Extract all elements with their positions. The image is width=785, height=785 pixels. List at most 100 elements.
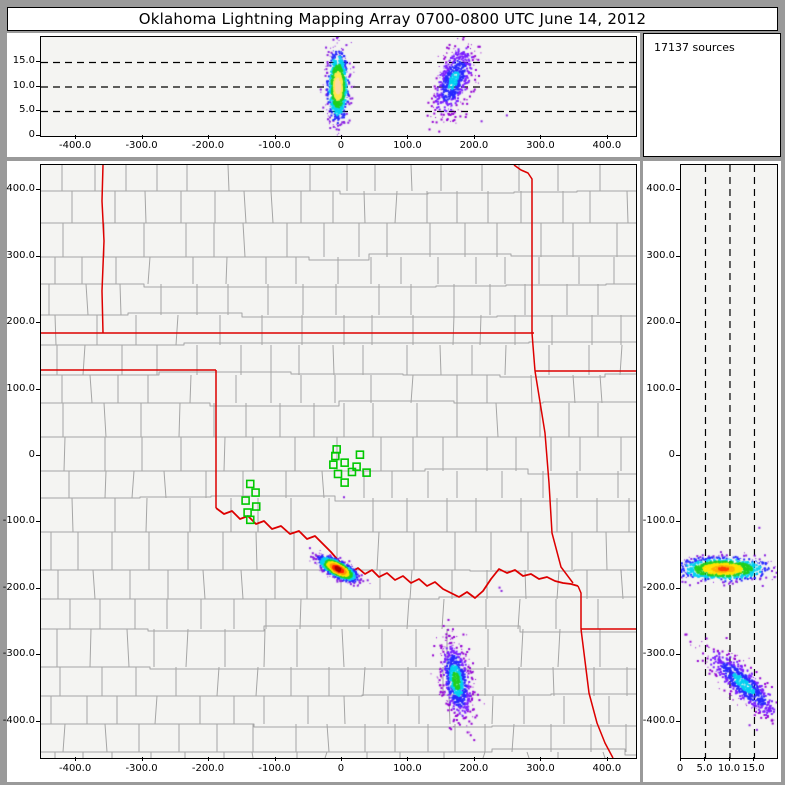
x-tick-mark: [606, 757, 608, 761]
x-tick-label: -200.0: [191, 763, 225, 774]
y-tick-label: 0: [28, 129, 35, 140]
y-tick-mark: [36, 720, 40, 722]
x-tick-mark: [753, 757, 755, 761]
y-tick-label: 10.0: [12, 79, 35, 91]
x-tick-label: 400.0: [592, 140, 622, 151]
x-tick-label: 300.0: [526, 140, 555, 151]
x-tick-label: 15.0: [742, 763, 765, 774]
x-tick-mark: [540, 135, 542, 139]
y-tick-label: -400.0: [2, 714, 35, 726]
x-tick-label: 10.0: [717, 763, 741, 774]
x-tick-mark: [606, 135, 608, 139]
y-tick-mark: [36, 61, 40, 63]
x-tick-mark: [407, 757, 409, 761]
x-tick-label: -100.0: [258, 763, 291, 774]
x-tick-mark: [540, 757, 542, 761]
y-tick-label: 400.0: [6, 183, 35, 195]
y-tick-mark: [676, 388, 680, 390]
panel-altitude-vs-east-west: [7, 33, 640, 157]
y-tick-mark: [676, 587, 680, 589]
x-tick-mark: [141, 135, 143, 139]
x-tick-mark: [340, 757, 342, 761]
y-tick-label: 0: [28, 449, 35, 461]
x-tick-label: 100.0: [393, 140, 422, 151]
x-tick-mark: [728, 757, 730, 761]
y-tick-label: 5.0: [19, 104, 35, 116]
y-tick-mark: [36, 85, 40, 87]
x-tick-mark: [208, 757, 210, 761]
y-tick-label: 15.0: [12, 55, 35, 67]
y-tick-mark: [676, 189, 680, 191]
y-tick-mark: [676, 255, 680, 257]
y-tick-label: 400.0: [646, 183, 675, 195]
y-tick-label: -200.0: [2, 581, 35, 593]
x-tick-label: 0: [337, 140, 345, 151]
x-tick-label: 200.0: [459, 140, 489, 151]
y-tick-mark: [36, 521, 40, 523]
x-tick-label: -400.0: [58, 763, 92, 774]
x-tick-mark: [680, 757, 681, 761]
x-tick-mark: [407, 135, 409, 139]
y-tick-mark: [36, 322, 40, 324]
y-tick-label: -100.0: [2, 515, 35, 527]
source-count-box: 17137 sources: [643, 33, 781, 157]
y-tick-label: 300.0: [6, 249, 35, 261]
x-tick-mark: [141, 757, 143, 761]
x-tick-mark: [473, 135, 475, 139]
y-tick-label: 100.0: [646, 382, 675, 394]
x-tick-label: -300.0: [125, 140, 158, 151]
y-tick-label: 200.0: [646, 316, 675, 328]
x-tick-mark: [75, 135, 77, 139]
y-tick-label: -300.0: [2, 648, 35, 660]
y-tick-label: 300.0: [646, 249, 675, 261]
x-tick-mark: [274, 135, 276, 139]
y-tick-label: -200.0: [642, 581, 675, 593]
x-tick-mark: [208, 135, 210, 139]
y-tick-label: -400.0: [642, 714, 675, 726]
y-tick-label: 0: [668, 449, 675, 461]
y-tick-mark: [36, 135, 40, 136]
plot-altitude-vs-east-west[interactable]: [40, 36, 637, 137]
lightning-scatter-plan-view[interactable]: [41, 165, 636, 758]
y-tick-mark: [36, 110, 40, 112]
y-tick-mark: [36, 654, 40, 656]
x-tick-mark: [473, 757, 475, 761]
x-tick-label: 5.0: [696, 763, 713, 774]
y-tick-label: -300.0: [642, 648, 675, 660]
panel-plan-view: [7, 161, 640, 782]
y-tick-mark: [36, 189, 40, 191]
plot-plan-view-map[interactable]: [40, 164, 637, 759]
page-title: Oklahoma Lightning Mapping Array 0700-08…: [7, 7, 778, 31]
x-tick-label: 0: [676, 763, 684, 774]
x-tick-mark: [340, 135, 342, 139]
lightning-scatter-ew-altitude[interactable]: [41, 37, 636, 136]
x-tick-label: -200.0: [191, 140, 225, 151]
y-tick-label: 200.0: [6, 316, 35, 328]
lightning-scatter-ns-altitude[interactable]: [681, 165, 777, 758]
y-tick-mark: [36, 455, 40, 457]
x-tick-mark: [274, 757, 276, 761]
y-tick-mark: [676, 455, 680, 457]
y-tick-label: 100.0: [6, 382, 35, 394]
y-tick-mark: [676, 654, 680, 656]
x-tick-mark: [704, 757, 706, 761]
y-tick-mark: [36, 587, 40, 589]
y-tick-mark: [676, 521, 680, 523]
x-tick-label: -400.0: [58, 140, 92, 151]
x-tick-label: -100.0: [258, 140, 291, 151]
x-tick-mark: [75, 757, 77, 761]
x-tick-label: 400.0: [592, 763, 622, 774]
y-tick-mark: [36, 388, 40, 390]
x-tick-label: 100.0: [393, 763, 422, 774]
y-tick-mark: [676, 720, 680, 722]
x-tick-label: 0: [337, 763, 345, 774]
x-tick-label: 300.0: [526, 763, 555, 774]
y-tick-mark: [36, 255, 40, 257]
y-tick-label: -100.0: [642, 515, 675, 527]
source-count-label: 17137 sources: [654, 41, 735, 54]
y-tick-mark: [676, 322, 680, 324]
x-tick-label: -300.0: [125, 763, 158, 774]
plot-ns-vs-altitude[interactable]: [680, 164, 778, 759]
x-tick-label: 200.0: [459, 763, 489, 774]
